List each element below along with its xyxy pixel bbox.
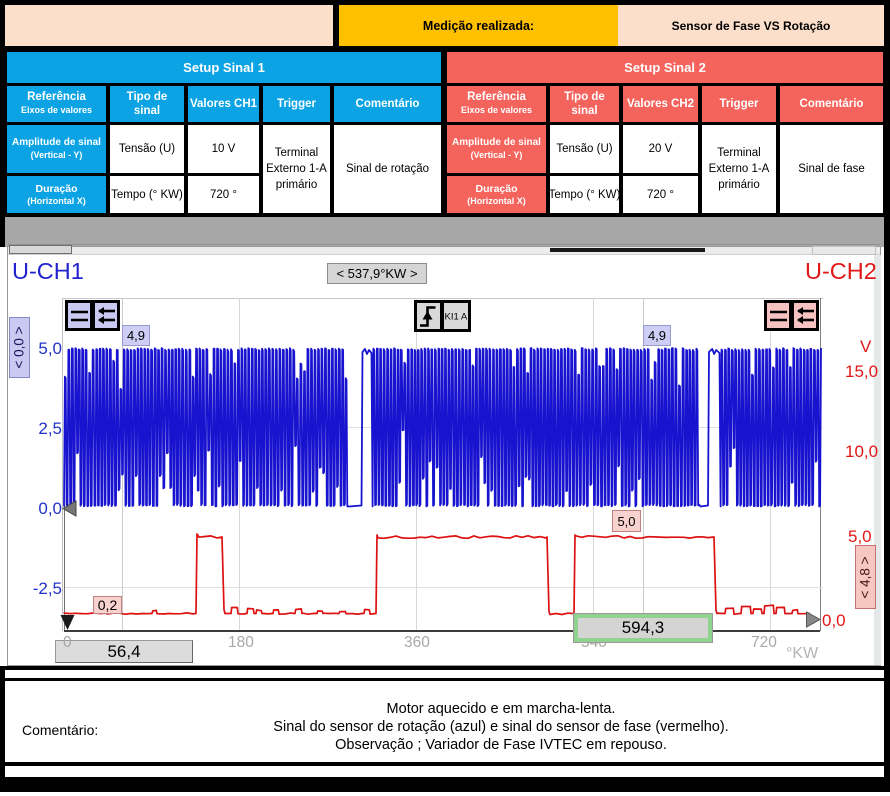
svg-text:KI1 A: KI1 A	[445, 312, 468, 323]
